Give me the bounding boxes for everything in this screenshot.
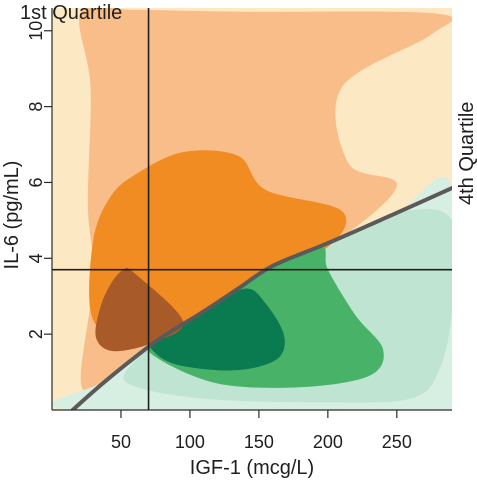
y-tick-label: 8 [26, 102, 46, 112]
boundary-line [70, 186, 452, 410]
x-tick-label: 100 [175, 432, 205, 452]
y-axis-title: IL-6 (pg/mL) [1, 161, 23, 270]
y-tick-label: 2 [26, 329, 46, 339]
axes: 50 100 150 200 250 2 4 6 8 10 [26, 8, 452, 452]
q4-label: 4th Quartile [456, 102, 477, 205]
x-axis-title: IGF-1 (mcg/L) [190, 457, 314, 479]
plot-area [52, 8, 452, 410]
labels: 1st Quartile 4th Quartile IGF-1 (mcg/L) … [1, 2, 477, 479]
orange-core-contour [95, 267, 184, 352]
q1-label: 1st Quartile [20, 2, 122, 24]
y-tick-label: 6 [26, 177, 46, 187]
x-tick-label: 150 [244, 432, 274, 452]
y-tick-label: 10 [26, 21, 46, 41]
x-tick-label: 250 [382, 432, 412, 452]
green-core-contour [150, 288, 285, 371]
x-tick-label: 50 [111, 432, 131, 452]
x-tick-label: 200 [313, 432, 343, 452]
y-tick-label: 4 [26, 253, 46, 263]
